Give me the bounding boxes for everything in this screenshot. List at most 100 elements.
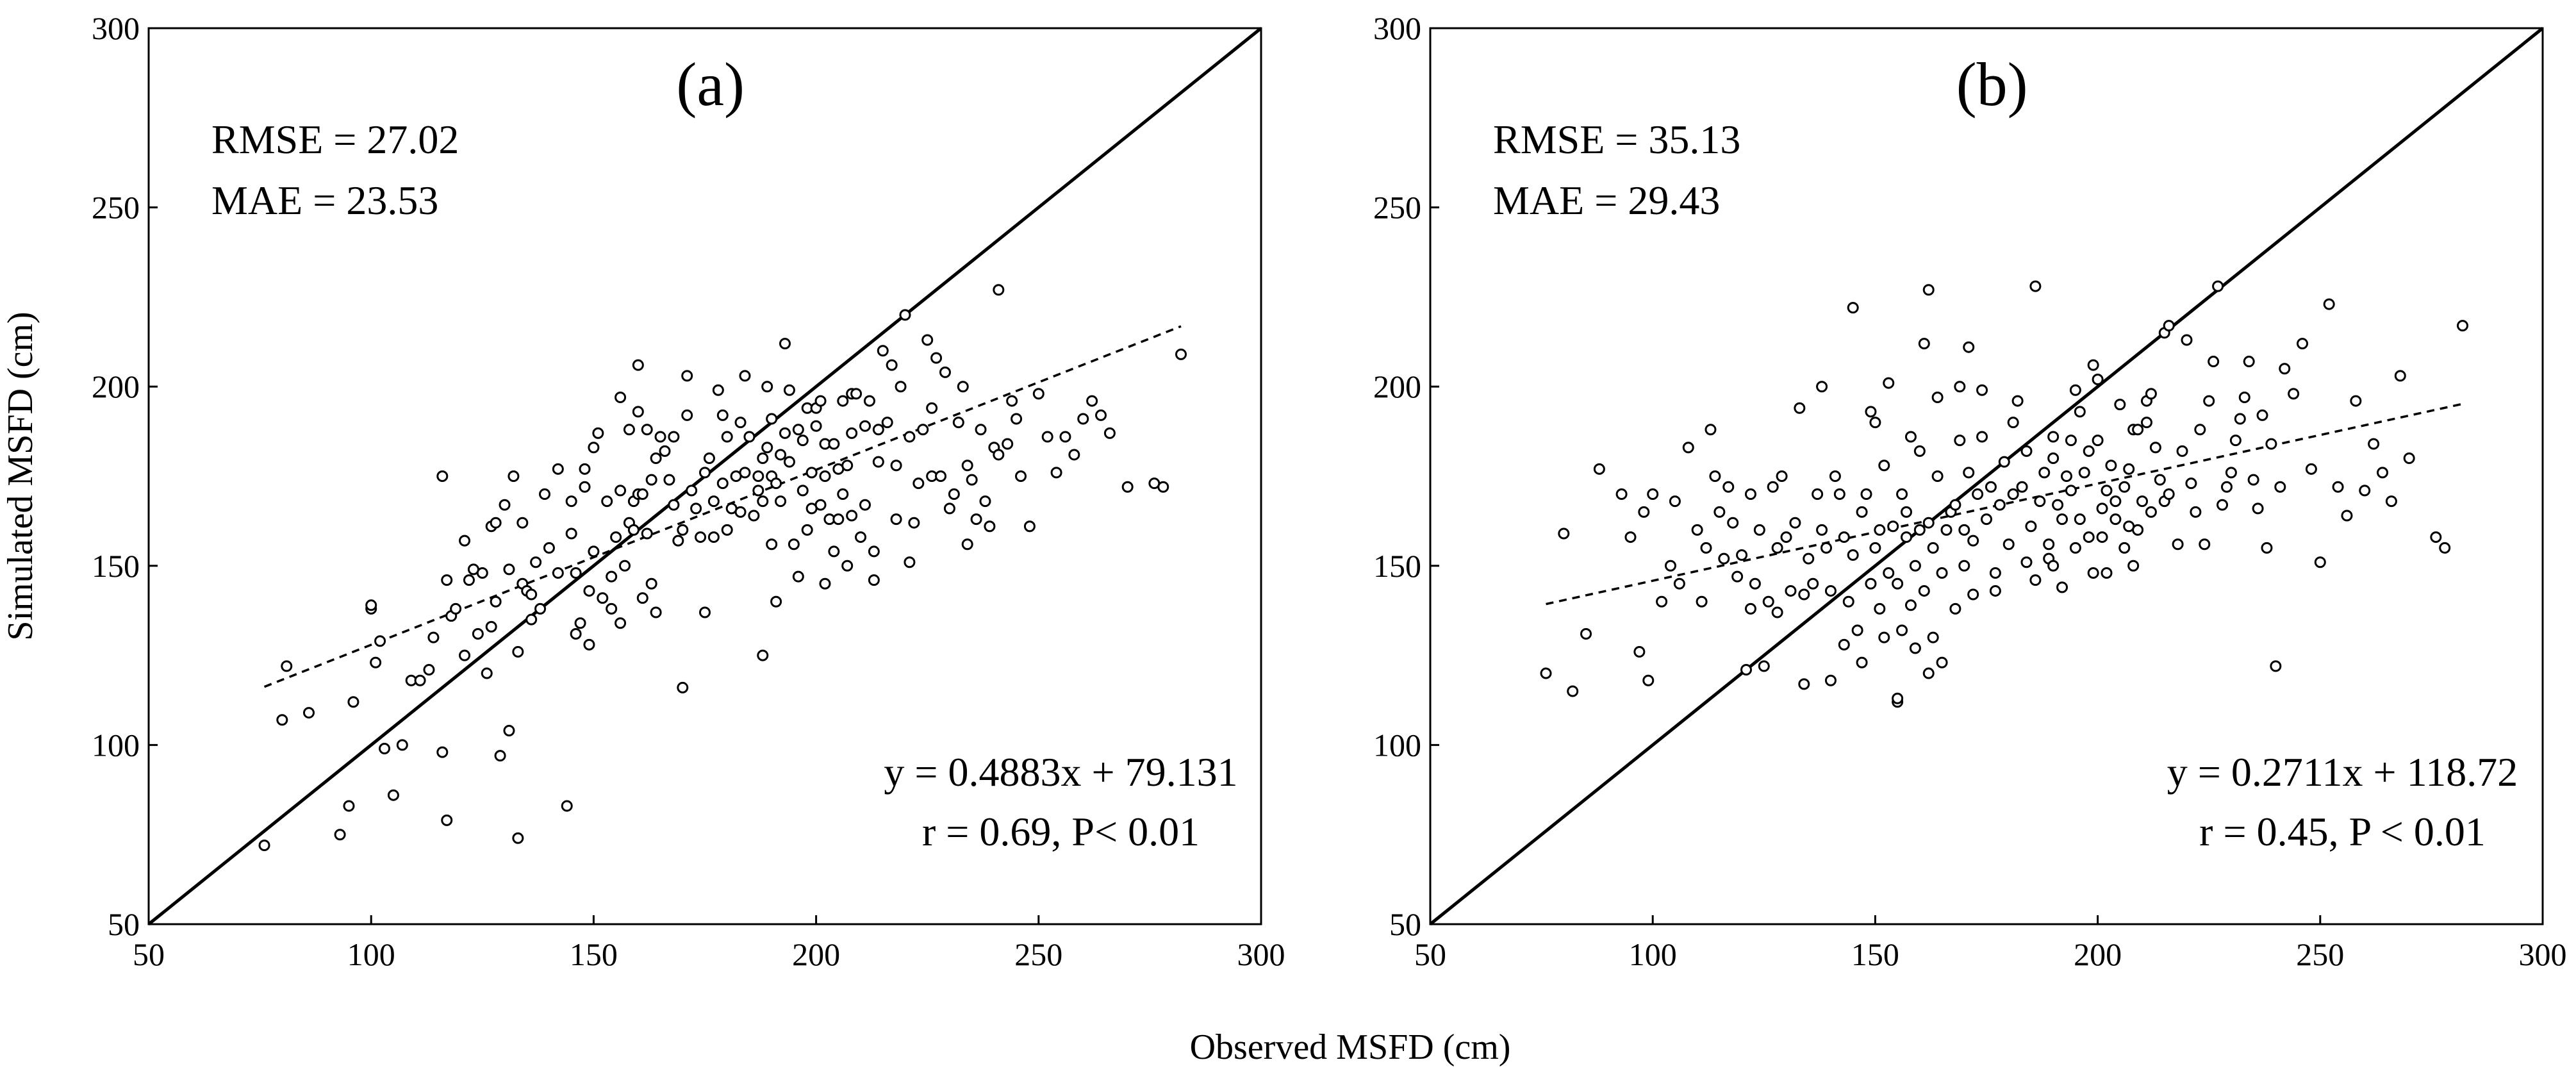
data-point [1838, 531, 1850, 543]
data-point [459, 649, 471, 661]
data-point [819, 577, 831, 590]
data-point [801, 524, 813, 536]
data-point [2359, 485, 2371, 497]
data-point [2252, 502, 2264, 515]
data-point [1967, 535, 1979, 547]
x-axis-title: Observed MSFD (cm) [1190, 1027, 1511, 1067]
data-point [441, 814, 453, 826]
data-point [2154, 474, 2166, 486]
data-point [379, 742, 391, 754]
data-point [1824, 674, 1837, 686]
data-point [427, 631, 440, 643]
data-point [2052, 499, 2064, 511]
data-point [1972, 488, 1984, 500]
data-point [2074, 406, 2086, 418]
data-point [1593, 463, 1605, 475]
data-point [721, 431, 733, 443]
data-point [2181, 334, 2193, 346]
data-point [370, 656, 382, 668]
data-point [775, 495, 787, 508]
data-point [1762, 595, 1774, 608]
data-point [2176, 445, 2188, 457]
data-point [450, 602, 462, 615]
data-point [645, 474, 657, 486]
data-point [1794, 402, 1806, 414]
data-point [2007, 488, 2019, 500]
data-point [1023, 520, 1036, 533]
data-point [481, 667, 493, 679]
data-point [837, 395, 849, 407]
data-point [1095, 409, 1107, 421]
data-point [984, 520, 996, 533]
data-point [912, 477, 925, 490]
data-point [2065, 485, 2077, 497]
data-point [1002, 438, 1014, 450]
data-point [2025, 520, 2037, 533]
data-point [748, 510, 760, 522]
data-point [783, 384, 795, 396]
data-point [895, 381, 907, 393]
data-point [872, 424, 884, 436]
data-point [2020, 445, 2033, 457]
x-tick-label: 150 [1851, 936, 1899, 972]
data-point [2377, 467, 2389, 479]
data-point [734, 417, 747, 429]
data-point [650, 606, 662, 618]
data-point [1006, 395, 1018, 407]
data-point [948, 488, 960, 500]
data-point [512, 646, 524, 658]
panel-label: (b) [1956, 50, 2028, 119]
data-point [881, 417, 893, 429]
data-point [1050, 467, 1062, 479]
data-point [716, 477, 729, 490]
data-point [1989, 585, 2001, 597]
data-point [2274, 481, 2286, 493]
data-point [485, 620, 497, 633]
data-point [2029, 280, 2042, 292]
data-point [570, 567, 582, 579]
data-point [752, 485, 764, 497]
y-tick-label: 300 [1373, 10, 1421, 46]
data-point [436, 746, 449, 758]
data-point [966, 474, 978, 486]
data-point [677, 681, 689, 693]
data-point [1656, 595, 1668, 608]
data-point [2305, 463, 2317, 475]
data-point [1673, 577, 1685, 590]
data-point [2323, 298, 2335, 310]
data-point [1785, 585, 1797, 597]
data-point [2118, 542, 2131, 554]
plot-frame [147, 27, 1262, 925]
data-point [1883, 377, 1895, 389]
data-point [770, 595, 782, 608]
data-point [2101, 485, 2113, 497]
data-point [775, 449, 787, 461]
data-point [2217, 499, 2229, 511]
data-point [1976, 431, 1988, 443]
data-point [2279, 363, 2291, 375]
data-point [659, 445, 671, 457]
data-point [779, 427, 791, 439]
data-point [343, 800, 355, 812]
data-point [1103, 427, 1116, 439]
data-point [2194, 424, 2206, 436]
data-point [904, 431, 916, 443]
y-tick-label: 150 [1373, 548, 1421, 584]
data-point [1705, 424, 1717, 436]
data-point [2065, 435, 2077, 447]
data-point [757, 649, 769, 661]
data-point [641, 424, 653, 436]
data-point [743, 431, 755, 443]
data-point [1032, 388, 1044, 400]
data-point [1780, 531, 1792, 543]
data-point [939, 366, 951, 378]
data-point [588, 442, 600, 454]
data-point [2350, 395, 2362, 407]
data-point [2016, 481, 2028, 493]
data-point [1985, 481, 1997, 493]
y-axis-title: Simulated MSFD (cm) [1, 311, 40, 640]
data-point [890, 460, 902, 472]
data-point [1821, 542, 1833, 554]
data-point [846, 510, 858, 522]
